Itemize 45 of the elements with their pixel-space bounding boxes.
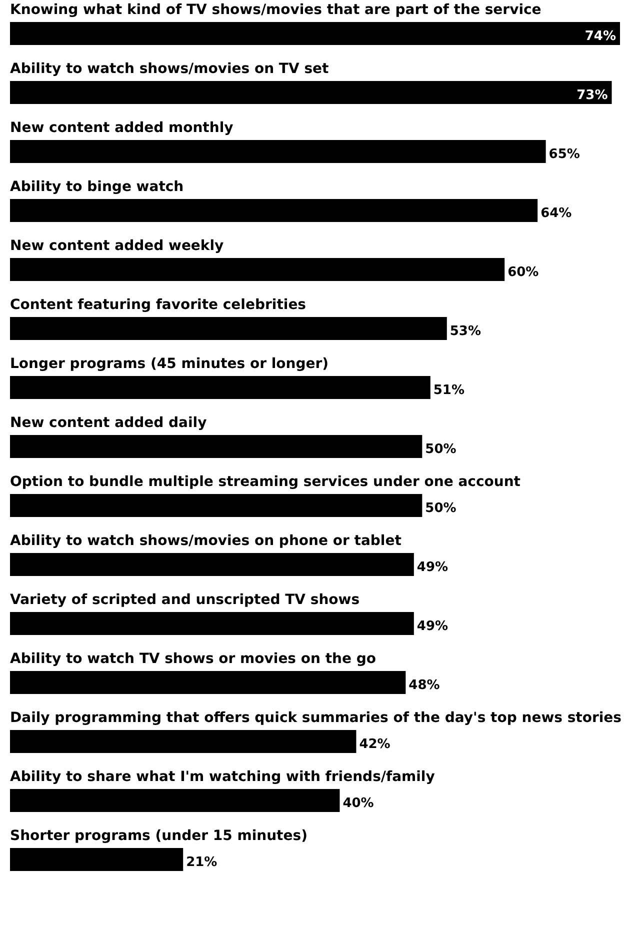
bar bbox=[10, 258, 505, 281]
data-label: 50% bbox=[425, 501, 456, 516]
y-tick-label: Ability to watch shows/movies on phone or tablet bbox=[10, 533, 402, 549]
y-tick-label: Knowing what kind of TV shows/movies that are part of the service bbox=[10, 2, 542, 18]
y-tick-label: New content added daily bbox=[10, 415, 207, 431]
data-label: 74% bbox=[584, 29, 616, 44]
data-label: 65% bbox=[548, 147, 580, 162]
y-tick-label: Daily programming that offers quick summaries of the day's top news stories bbox=[10, 710, 622, 726]
y-tick-label: Ability to binge watch bbox=[10, 179, 184, 195]
data-label: 49% bbox=[416, 560, 448, 575]
bar bbox=[10, 199, 538, 222]
data-label: 50% bbox=[425, 442, 456, 457]
bar bbox=[10, 494, 422, 517]
bar bbox=[10, 81, 612, 104]
data-label: 49% bbox=[416, 619, 448, 634]
bar bbox=[10, 553, 414, 576]
data-label: 51% bbox=[433, 383, 465, 398]
bar bbox=[10, 317, 447, 340]
data-label: 73% bbox=[576, 88, 608, 103]
data-label: 48% bbox=[408, 678, 440, 693]
bar bbox=[10, 140, 546, 163]
bar bbox=[10, 671, 406, 694]
data-label: 60% bbox=[508, 265, 539, 280]
y-tick-label: New content added monthly bbox=[10, 120, 234, 136]
y-tick-label: Ability to share what I'm watching with friends/family bbox=[10, 769, 435, 785]
y-tick-label: Shorter programs (under 15 minutes) bbox=[10, 828, 308, 844]
y-tick-label: Ability to watch TV shows or movies on the go bbox=[10, 651, 376, 667]
y-tick-label: Variety of scripted and unscripted TV shows bbox=[10, 592, 360, 608]
bar bbox=[10, 730, 356, 753]
data-label: 40% bbox=[342, 796, 374, 811]
data-label: 64% bbox=[540, 206, 572, 221]
data-label: 53% bbox=[450, 324, 482, 339]
y-tick-label: Ability to watch shows/movies on TV set bbox=[10, 61, 330, 77]
bar bbox=[10, 376, 430, 399]
bar bbox=[10, 789, 340, 812]
bar bbox=[10, 848, 184, 871]
y-tick-label: New content added weekly bbox=[10, 238, 224, 254]
bar bbox=[10, 22, 620, 45]
y-tick-label: Option to bundle multiple streaming services under one account bbox=[10, 474, 521, 490]
bar bbox=[10, 612, 414, 635]
bar bbox=[10, 435, 422, 458]
y-tick-label: Longer programs (45 minutes or longer) bbox=[10, 356, 329, 372]
y-tick-label: Content featuring favorite celebrities bbox=[10, 297, 306, 313]
data-label: 42% bbox=[359, 737, 390, 752]
data-label: 21% bbox=[186, 855, 218, 870]
